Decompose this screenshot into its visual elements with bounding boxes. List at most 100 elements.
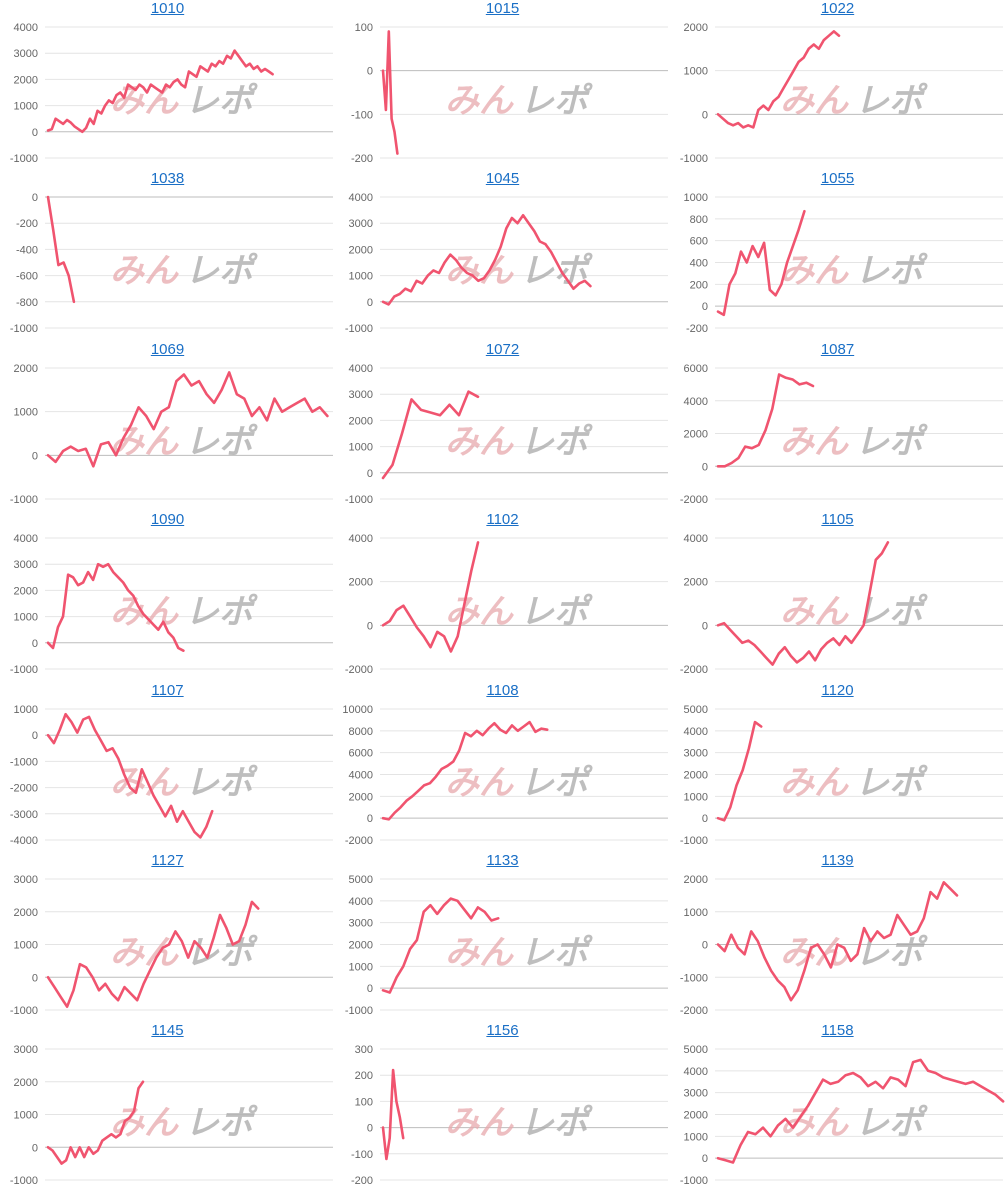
svg-text:レポ: レポ (855, 422, 928, 462)
svg-text:レポ: レポ (855, 933, 928, 973)
watermark-logo: みん レポ (445, 422, 593, 462)
y-tick-label: -1000 (10, 153, 38, 165)
y-tick-label: 0 (32, 127, 38, 139)
chart-title-link[interactable]: 1107 (151, 682, 184, 699)
series-line (716, 1058, 1005, 1164)
chart-title-link[interactable]: 1133 (486, 852, 519, 869)
svg-text:みん: みん (445, 81, 514, 121)
y-tick-label: 0 (367, 468, 373, 480)
watermark-logo: みん レポ (445, 763, 593, 803)
series-line (46, 562, 185, 652)
svg-text:レポ: レポ (185, 422, 258, 462)
series-line (716, 720, 763, 822)
y-tick-label: 2000 (349, 415, 373, 427)
series-line (46, 1080, 145, 1165)
watermark-logo: みん レポ (780, 763, 928, 803)
chart-panel: 1133 5000 4000 3000 2000 1000 0 -1000 みん レポ (335, 852, 670, 1022)
y-tick-label: 2000 (14, 907, 38, 919)
y-tick-label: -200 (686, 323, 708, 335)
chart-panel: 1045 4000 3000 2000 1000 0 -1000 みん レポ (335, 170, 670, 340)
chart-title-link[interactable]: 1072 (485, 341, 520, 358)
watermark-logo: みん レポ (445, 933, 593, 973)
chart-panel: 1069 2000 1000 0 -1000 みん レポ (0, 341, 335, 511)
y-tick-label: 8000 (349, 726, 373, 738)
svg-text:みん: みん (445, 422, 514, 462)
y-tick-label: 4000 (14, 22, 38, 34)
chart-title-link[interactable]: 1055 (820, 170, 855, 187)
line-chart: 1000 800 600 400 200 0 -200 みん レポ (684, 192, 1003, 335)
series-line (381, 1068, 405, 1161)
chart-title-link[interactable]: 1108 (486, 682, 519, 699)
chart-panel: 1055 1000 800 600 400 200 0 -200 みん レポ (670, 170, 1005, 340)
y-tick-label: 1000 (14, 612, 38, 624)
y-tick-label: 2000 (349, 244, 373, 256)
y-tick-label: -1000 (345, 494, 373, 506)
y-tick-label: 4000 (349, 533, 373, 545)
watermark-logo: みん レポ (780, 422, 928, 462)
y-tick-label: 300 (355, 1044, 373, 1056)
series-line (716, 30, 841, 129)
svg-text:みん: みん (110, 933, 179, 973)
chart-title-link[interactable]: 1156 (486, 1022, 519, 1039)
watermark-logo: みん レポ (110, 763, 258, 803)
svg-text:レポ: レポ (520, 592, 593, 632)
y-tick-label: 5000 (349, 874, 373, 886)
chart-title-link[interactable]: 1102 (486, 511, 519, 528)
y-tick-label: -1000 (10, 323, 38, 335)
svg-text:みん: みん (110, 251, 179, 291)
chart-title-link[interactable]: 1127 (151, 852, 184, 869)
chart-panel: 1127 3000 2000 1000 0 -1000 みん レポ (0, 852, 335, 1022)
y-tick-label: 1000 (684, 1131, 708, 1143)
svg-text:みん: みん (445, 763, 514, 803)
y-tick-label: 5000 (684, 1044, 708, 1056)
chart-title-link[interactable]: 1105 (821, 511, 854, 528)
series-line (381, 720, 549, 821)
y-tick-label: -200 (351, 153, 373, 165)
svg-text:レポ: レポ (185, 1103, 258, 1143)
y-tick-label: 1000 (14, 1110, 38, 1122)
chart-panel: 1156 300 200 100 0 -100 -200 みん レポ (335, 1022, 670, 1192)
line-chart: 5000 4000 3000 2000 1000 0 -1000 みん レポ (680, 704, 1003, 847)
svg-text:みん: みん (780, 81, 849, 121)
y-tick-label: 3000 (14, 1044, 38, 1056)
y-tick-label: 2000 (684, 22, 708, 34)
chart-title-link[interactable]: 1010 (150, 0, 185, 17)
chart-title-link[interactable]: 1087 (820, 341, 855, 358)
series-line (46, 900, 260, 1008)
chart-title-link[interactable]: 1090 (150, 511, 185, 528)
series-line (716, 880, 959, 1002)
line-chart: 3000 2000 1000 0 -1000 みん レポ (10, 1044, 333, 1187)
y-tick-label: 0 (702, 940, 708, 952)
chart-title-link[interactable]: 1038 (150, 170, 185, 187)
y-tick-label: -2000 (680, 664, 708, 676)
chart-title-link[interactable]: 1139 (821, 852, 854, 869)
chart-title-link[interactable]: 1045 (485, 170, 520, 187)
series-line (381, 30, 399, 155)
chart-title-link[interactable]: 1022 (820, 0, 855, 17)
y-tick-label: 0 (702, 109, 708, 121)
chart-title-link[interactable]: 1120 (821, 682, 854, 699)
chart-title-link[interactable]: 1158 (821, 1022, 854, 1039)
y-tick-label: 4000 (684, 533, 708, 545)
line-chart: 300 200 100 0 -100 -200 みん レポ (351, 1044, 668, 1187)
y-tick-label: 0 (367, 1123, 373, 1135)
y-tick-label: 4000 (14, 533, 38, 545)
chart-panel: 1105 4000 2000 0 -2000 みん レポ (670, 511, 1005, 681)
line-chart: 6000 4000 2000 0 -2000 みん レポ (680, 363, 1003, 506)
watermark-logo: みん レポ (445, 251, 593, 291)
chart-title-link[interactable]: 1015 (485, 0, 520, 17)
y-tick-label: 4000 (349, 192, 373, 204)
svg-text:みん: みん (780, 1103, 849, 1143)
y-tick-label: 3000 (684, 748, 708, 760)
watermark-logo: みん レポ (110, 251, 258, 291)
line-chart: 4000 2000 0 -2000 みん レポ (345, 533, 668, 676)
watermark-logo: みん レポ (445, 81, 593, 121)
chart-title-link[interactable]: 1145 (151, 1022, 184, 1039)
watermark-logo: みん レポ (780, 933, 928, 973)
y-tick-label: 3000 (14, 559, 38, 571)
chart-title-link[interactable]: 1069 (150, 341, 185, 358)
svg-text:レポ: レポ (855, 81, 928, 121)
svg-text:みん: みん (110, 592, 179, 632)
